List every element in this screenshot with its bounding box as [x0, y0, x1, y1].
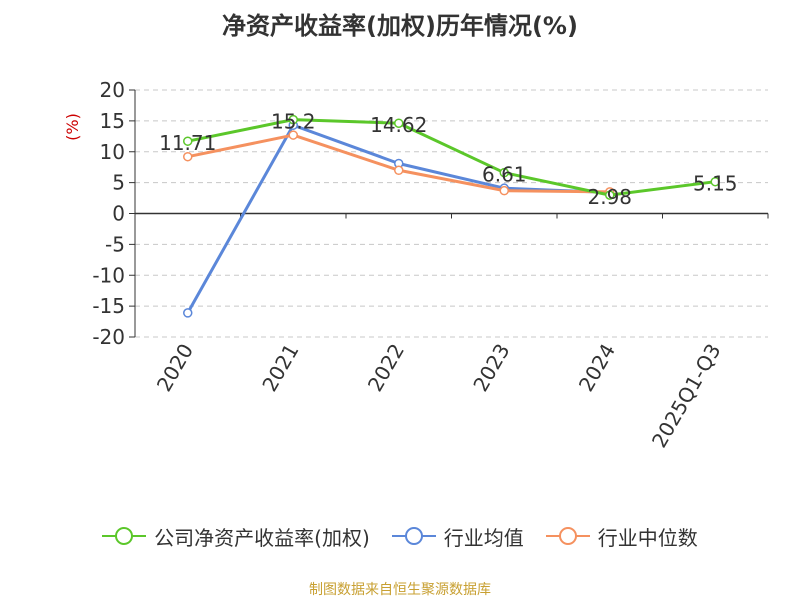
- data-label: 6.61: [482, 163, 527, 187]
- x-tick-label: 2023: [468, 340, 514, 396]
- data-point: [605, 190, 615, 200]
- x-tick-label: 2021: [257, 340, 303, 396]
- legend-label: 行业中位数: [597, 525, 698, 550]
- y-tick-label: 0: [112, 202, 125, 226]
- y-tick-label: 5: [112, 171, 125, 195]
- legend-item[interactable]: 行业中位数: [545, 522, 698, 551]
- data-point: [394, 118, 404, 128]
- data-label: 11.71: [159, 131, 216, 155]
- legend-label: 公司净资产收益率(加权): [154, 525, 370, 550]
- data-point: [499, 167, 509, 178]
- legend-label: 行业均值: [443, 525, 524, 550]
- data-labels: 11.71 15.2 14.62 6.61 2.98 5.15: [159, 110, 737, 209]
- x-tick-label: 2020: [152, 340, 198, 396]
- data-point: [183, 136, 193, 146]
- legend-swatch-icon: [545, 527, 590, 545]
- data-point: [499, 185, 509, 196]
- chart-title: 净资产收益率(加权)历年情况(%): [222, 12, 578, 40]
- data-point: [183, 151, 193, 162]
- series-line: [187, 118, 716, 197]
- data-label: 14.62: [370, 113, 427, 137]
- legend-item[interactable]: 行业均值: [391, 522, 524, 551]
- y-axis-label: (%): [63, 113, 82, 141]
- y-tick-label: -20: [92, 325, 125, 349]
- legend-item[interactable]: 公司净资产收益率(加权): [102, 522, 370, 551]
- y-tick-label: -15: [92, 294, 125, 318]
- series-lines: [183, 114, 720, 318]
- y-tick-label: 20: [100, 78, 125, 102]
- x-tick-label: 2025Q1-Q3: [647, 340, 726, 452]
- data-point: [288, 130, 298, 140]
- y-tick-label: -10: [92, 263, 125, 287]
- legend-swatch-icon: [102, 527, 147, 545]
- y-tick-label: -5: [105, 232, 125, 256]
- data-point: [710, 176, 720, 187]
- data-label: 15.2: [271, 110, 316, 134]
- series-line: [186, 123, 610, 314]
- source-note: 制图数据来自恒生聚源数据库: [309, 582, 491, 598]
- x-tick-label: 2022: [363, 340, 409, 396]
- x-tick-label: 2024: [574, 340, 620, 396]
- data-label: 2.98: [587, 185, 632, 209]
- y-tick-label: 10: [100, 140, 125, 164]
- legend-swatch-icon: [391, 527, 436, 545]
- grid-lines: [135, 89, 768, 338]
- data-point: [394, 165, 404, 176]
- data-label: 5.15: [693, 172, 738, 196]
- y-tick-label: 15: [100, 109, 125, 133]
- data-point: [288, 114, 298, 125]
- legend: 公司净资产收益率(加权) 行业均值 行业中位数: [0, 520, 800, 552]
- data-point: [183, 308, 193, 318]
